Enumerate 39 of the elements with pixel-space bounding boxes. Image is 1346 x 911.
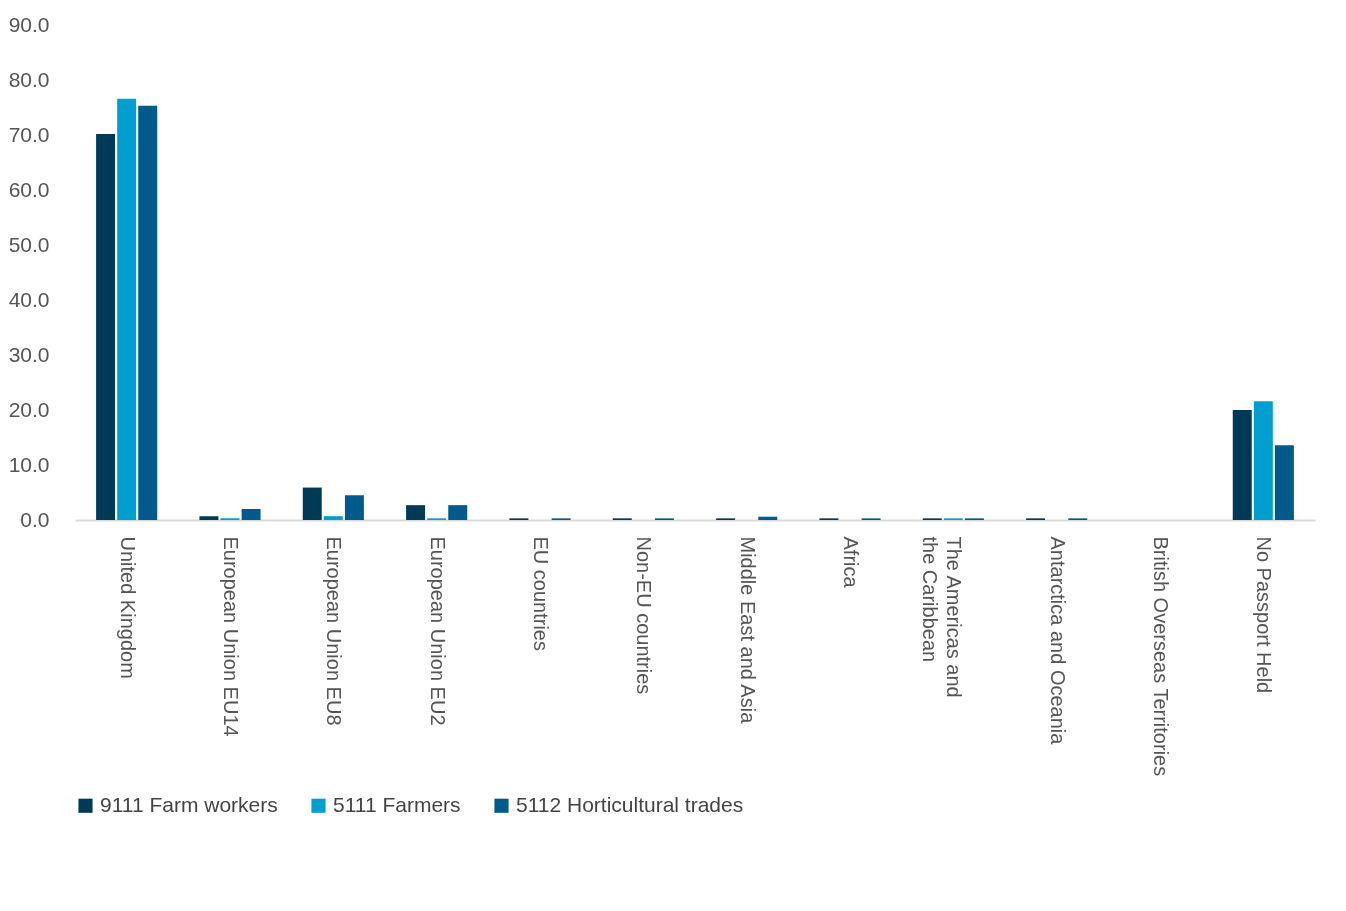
x-tick-label: European Union EU8: [323, 536, 346, 726]
legend-label: 5112 Horticultural trades: [516, 792, 744, 816]
x-tick-label: Africa: [840, 536, 862, 589]
y-tick-label: 10.0: [8, 452, 50, 476]
y-tick-label: 60.0: [8, 177, 50, 201]
x-tick-label: Antarctica and Oceania: [1046, 536, 1069, 746]
y-tick-label: 30.0: [8, 342, 50, 366]
bar: [406, 505, 426, 520]
bar: [323, 516, 343, 520]
x-tick-label: No Passport Held: [1253, 536, 1276, 694]
x-tick-label: British Overseas Territories: [1150, 536, 1172, 777]
bar: [448, 505, 468, 520]
y-tick-label: 0.0: [20, 507, 50, 531]
bar: [241, 509, 261, 520]
bar: [1274, 445, 1294, 520]
legend-label: 9111 Farm workers: [100, 792, 278, 816]
x-tick-label: European Union EU2: [426, 536, 449, 726]
bar: [1253, 401, 1273, 520]
x-tick-label: European Union EU14: [220, 536, 242, 737]
legend-label: 5111 Farmers: [333, 792, 461, 816]
bar: [96, 133, 116, 520]
bar: [1232, 410, 1252, 520]
y-tick-label: 70.0: [8, 122, 50, 146]
x-tick-label: Middle East and Asia: [736, 536, 759, 725]
x-tick-label: United Kingdom: [116, 536, 139, 679]
y-tick-label: 40.0: [8, 287, 50, 311]
bar: [302, 487, 322, 520]
bar: [758, 516, 778, 520]
x-tick-label: EU countries: [530, 536, 552, 651]
x-tick-label: The Americas and the Caribbean: [919, 536, 966, 698]
x-tick-label: Non-EU countries: [633, 536, 656, 695]
y-tick-label: 50.0: [8, 232, 50, 256]
bar: [199, 516, 219, 520]
y-tick-label: 20.0: [8, 397, 50, 421]
bar: [117, 98, 137, 520]
bar: [138, 105, 158, 520]
y-tick-label: 90.0: [8, 12, 50, 36]
bar: [344, 495, 364, 520]
y-tick-label: 80.0: [8, 67, 50, 91]
